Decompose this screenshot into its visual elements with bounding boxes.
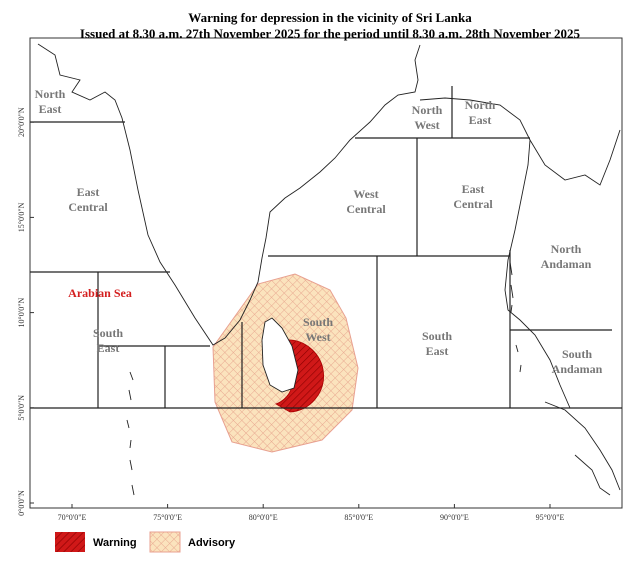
region-label: South (562, 347, 592, 361)
legend-swatch-warning (55, 532, 85, 552)
latitude-label: 0°0'0"N (17, 490, 26, 516)
latitude-label: 5°0'0"N (17, 395, 26, 421)
region-label: North (412, 103, 443, 117)
region-label: Andaman (552, 362, 603, 376)
longitude-label: 85°0'0"E (344, 513, 373, 522)
region-label: South (303, 315, 333, 329)
region-label: South (93, 326, 123, 340)
region-label: North (551, 242, 582, 256)
region-label: Andaman (541, 257, 592, 271)
latitude-label: 20°0'0"N (17, 107, 26, 137)
region-label: Central (346, 202, 386, 216)
longitude-label: 90°0'0"E (440, 513, 469, 522)
region-label: Arabian Sea (68, 286, 132, 300)
region-label: West (305, 330, 330, 344)
latitude-label: 10°0'0"N (17, 298, 26, 328)
map-frame (29, 37, 623, 509)
latitude-label: 15°0'0"N (17, 202, 26, 232)
region-label: Central (453, 197, 493, 211)
legend-label: Warning (93, 537, 137, 549)
legend-swatch-advisory (149, 531, 181, 553)
subtitle: Issued at 8.30 a.m. 27th November 2025 f… (80, 26, 581, 41)
longitude-label: 95°0'0"E (536, 513, 565, 522)
region-label: East (426, 344, 449, 358)
longitude-label: 75°0'0"E (153, 513, 182, 522)
region-label: East (462, 182, 485, 196)
longitude-label: 70°0'0"E (58, 513, 87, 522)
region-label: East (97, 341, 120, 355)
region-label: North (35, 87, 66, 101)
coastline (37, 43, 621, 496)
region-label: North (465, 98, 496, 112)
longitude-label: 80°0'0"E (249, 513, 278, 522)
region-label: East (39, 102, 62, 116)
region-label: South (422, 329, 452, 343)
region-boundaries (30, 86, 622, 409)
region-label: West (353, 187, 378, 201)
legend-label: Advisory (188, 537, 236, 549)
region-label: West (414, 118, 439, 132)
title: Warning for depression in the vicinity o… (188, 10, 472, 25)
region-label: Central (68, 200, 108, 214)
region-label: East (77, 185, 100, 199)
region-label: East (469, 113, 492, 127)
